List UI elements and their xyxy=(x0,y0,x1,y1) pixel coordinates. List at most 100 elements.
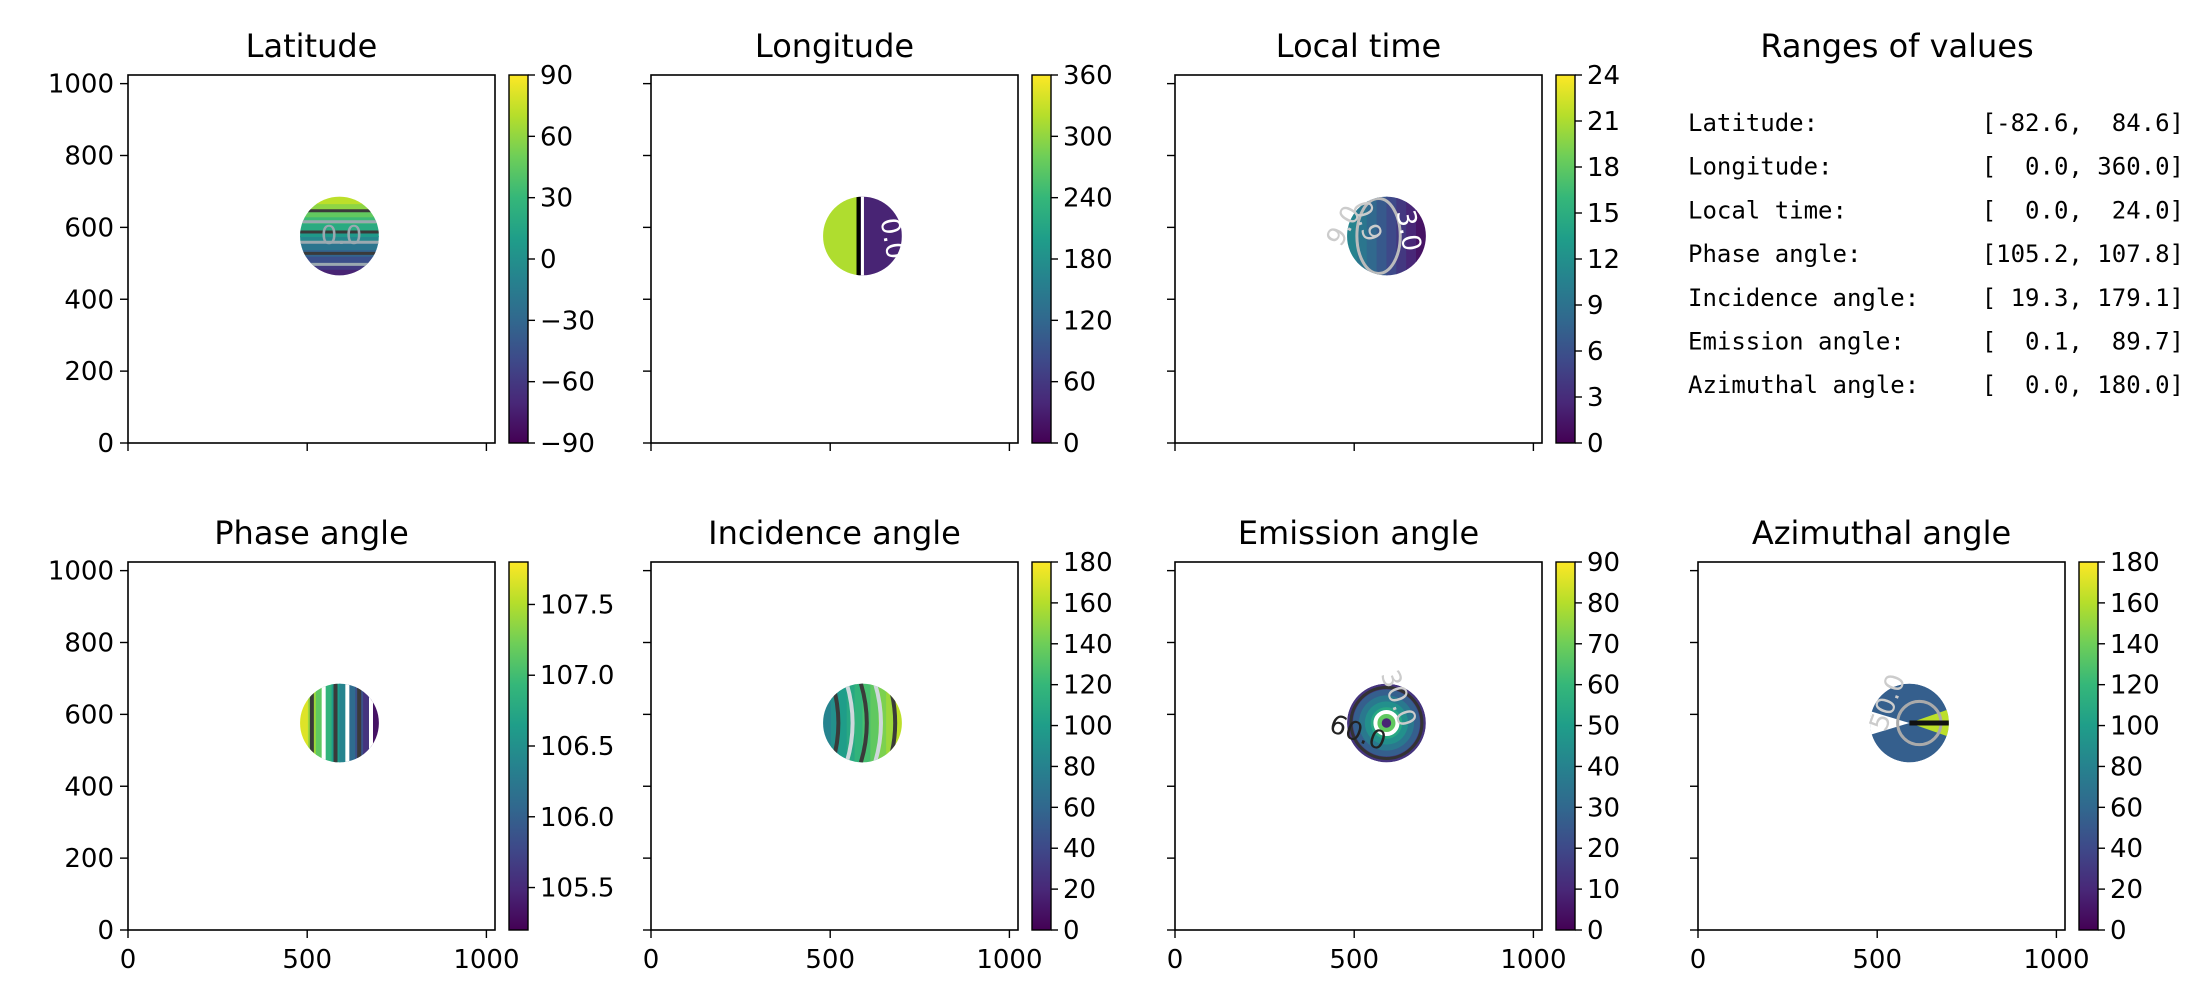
disk-band xyxy=(300,255,379,264)
disk-region xyxy=(823,196,859,276)
panel-title: Latitude xyxy=(246,27,378,65)
colorbar-tick-label: 180 xyxy=(1063,245,1113,275)
colorbar-tick-label: 3 xyxy=(1587,383,1604,413)
colorbar-tick-label: 107.5 xyxy=(540,590,614,620)
panel-latitude: Latitude 0.0 0 200 400 600 800 1000 90 60 30 0 −30 −6… xyxy=(48,27,595,459)
range-value: [ 0.0, 24.0] xyxy=(1982,196,2184,224)
disk-band xyxy=(1406,196,1418,276)
y-tick-label: 200 xyxy=(64,357,114,387)
disk-band xyxy=(1376,196,1388,276)
colorbar xyxy=(1555,74,1576,444)
range-value: [ 0.1, 89.7] xyxy=(1982,328,2184,356)
colorbar-tick-label: 106.5 xyxy=(540,732,614,762)
colorbar-tick-label: 0 xyxy=(1063,429,1080,459)
colorbar xyxy=(1031,74,1052,444)
colorbar-tick-label: 30 xyxy=(1587,793,1620,823)
colorbar-tick-label: 100 xyxy=(1063,712,1113,742)
y-tick-label: 800 xyxy=(64,142,114,172)
colorbar-tick-label: 160 xyxy=(2110,589,2160,619)
colorbar-tick-label: 80 xyxy=(2110,752,2143,782)
x-tick-label: 1000 xyxy=(2023,945,2089,975)
disk-band xyxy=(300,683,309,763)
panel-title: Incidence angle xyxy=(708,514,961,552)
axes-frame xyxy=(1697,561,2066,931)
colorbar-tick-label: 180 xyxy=(1063,548,1113,578)
disk-band xyxy=(300,216,379,224)
axes-frame xyxy=(650,74,1019,444)
colorbar-tick-label: 140 xyxy=(1063,630,1113,660)
colorbar-tick-label: 15 xyxy=(1587,199,1620,229)
colorbar-tick-label: 0 xyxy=(1587,916,1604,946)
colorbar-tick-label: 9 xyxy=(1587,291,1604,321)
range-label: Azimuthal angle: xyxy=(1688,371,1919,399)
contour-line xyxy=(1349,686,1424,760)
colorbar-tick-label: 70 xyxy=(1587,630,1620,660)
colorbar-tick-label: 120 xyxy=(1063,306,1113,336)
disk-band xyxy=(830,683,840,763)
colorbar-tick-label: 0 xyxy=(1063,916,1080,946)
range-value: [ 0.0, 180.0] xyxy=(1982,371,2184,399)
colorbar-tick-label: 0 xyxy=(2110,916,2127,946)
disk-band xyxy=(300,236,379,244)
contour-line xyxy=(1373,709,1400,737)
panel-longitude: Longitude 0.0 360 300 240 180 120 60 0 xyxy=(643,27,1113,459)
disk-band xyxy=(323,683,333,763)
colorbar-tick-label: 40 xyxy=(2110,834,2143,864)
disk-band xyxy=(886,683,895,763)
colorbar-tick-label: 60 xyxy=(1063,793,1096,823)
colorbar-tick-label: 40 xyxy=(1587,752,1620,782)
disk-center xyxy=(1381,718,1392,728)
y-tick-label: 600 xyxy=(64,213,114,243)
disk-band xyxy=(838,683,848,763)
panel-incidence-angle: Incidence angle 0 500 1000 180 160 140 120 100 80… xyxy=(643,514,1113,975)
colorbar-tick-label: 180 xyxy=(2110,548,2160,578)
colorbar-tick-label: 90 xyxy=(1587,548,1620,578)
axes-frame xyxy=(127,561,496,931)
panel-title: Azimuthal angle xyxy=(1752,514,2011,552)
contour-label: 0.0 xyxy=(321,221,362,251)
disk-band xyxy=(300,262,379,270)
disk-band xyxy=(300,203,379,211)
x-tick-label: 0 xyxy=(1690,945,1707,975)
planet-disk xyxy=(1870,683,1949,763)
colorbar-tick-label: 120 xyxy=(2110,671,2160,701)
ranges-title: Ranges of values xyxy=(1760,27,2033,65)
panel-title: Phase angle xyxy=(214,514,409,552)
colorbar xyxy=(1031,561,1052,931)
colorbar-tick-label: 12 xyxy=(1587,245,1620,275)
colorbar-tick-label: 20 xyxy=(1063,875,1096,905)
colorbar-tick-label: 60 xyxy=(1063,368,1096,398)
colorbar-tick-label: 30 xyxy=(540,184,573,214)
planet-disk xyxy=(300,683,379,763)
colorbar-tick-label: 107.0 xyxy=(540,661,614,691)
y-tick-label: 0 xyxy=(97,916,114,946)
colorbar-tick-label: 18 xyxy=(1587,153,1620,183)
contour-line xyxy=(844,683,855,763)
x-tick-label: 500 xyxy=(805,945,855,975)
colorbar-tick-label: 60 xyxy=(540,122,573,152)
colorbar-tick-label: 20 xyxy=(1587,834,1620,864)
colorbar-tick-label: 80 xyxy=(1063,752,1096,782)
colorbar-tick-label: 300 xyxy=(1063,122,1113,152)
range-label: Longitude: xyxy=(1688,153,1833,181)
x-tick-label: 500 xyxy=(282,945,332,975)
x-tick-label: 1000 xyxy=(453,945,519,975)
colorbar-tick-label: 240 xyxy=(1063,184,1113,214)
range-value: [-82.6, 84.6] xyxy=(1982,109,2184,137)
disk-band xyxy=(1416,196,1426,276)
colorbar-tick-label: 105.5 xyxy=(540,874,614,904)
colorbar xyxy=(1555,561,1576,931)
x-tick-label: 1000 xyxy=(1500,945,1566,975)
colorbar-tick-label: 0 xyxy=(1587,429,1604,459)
colorbar-tick-label: 6 xyxy=(1587,337,1604,367)
disk-band xyxy=(300,209,379,218)
y-tick-label: 0 xyxy=(97,429,114,459)
panel-title: Longitude xyxy=(755,27,914,65)
x-tick-label: 1000 xyxy=(976,945,1042,975)
colorbar-tick-label: 106.0 xyxy=(540,803,614,833)
colorbar xyxy=(508,74,529,444)
panel-phase-angle: Phase angle 0 500 1000 0 200 400 600 800 1000 107.… xyxy=(48,514,615,975)
x-tick-label: 500 xyxy=(1329,945,1379,975)
